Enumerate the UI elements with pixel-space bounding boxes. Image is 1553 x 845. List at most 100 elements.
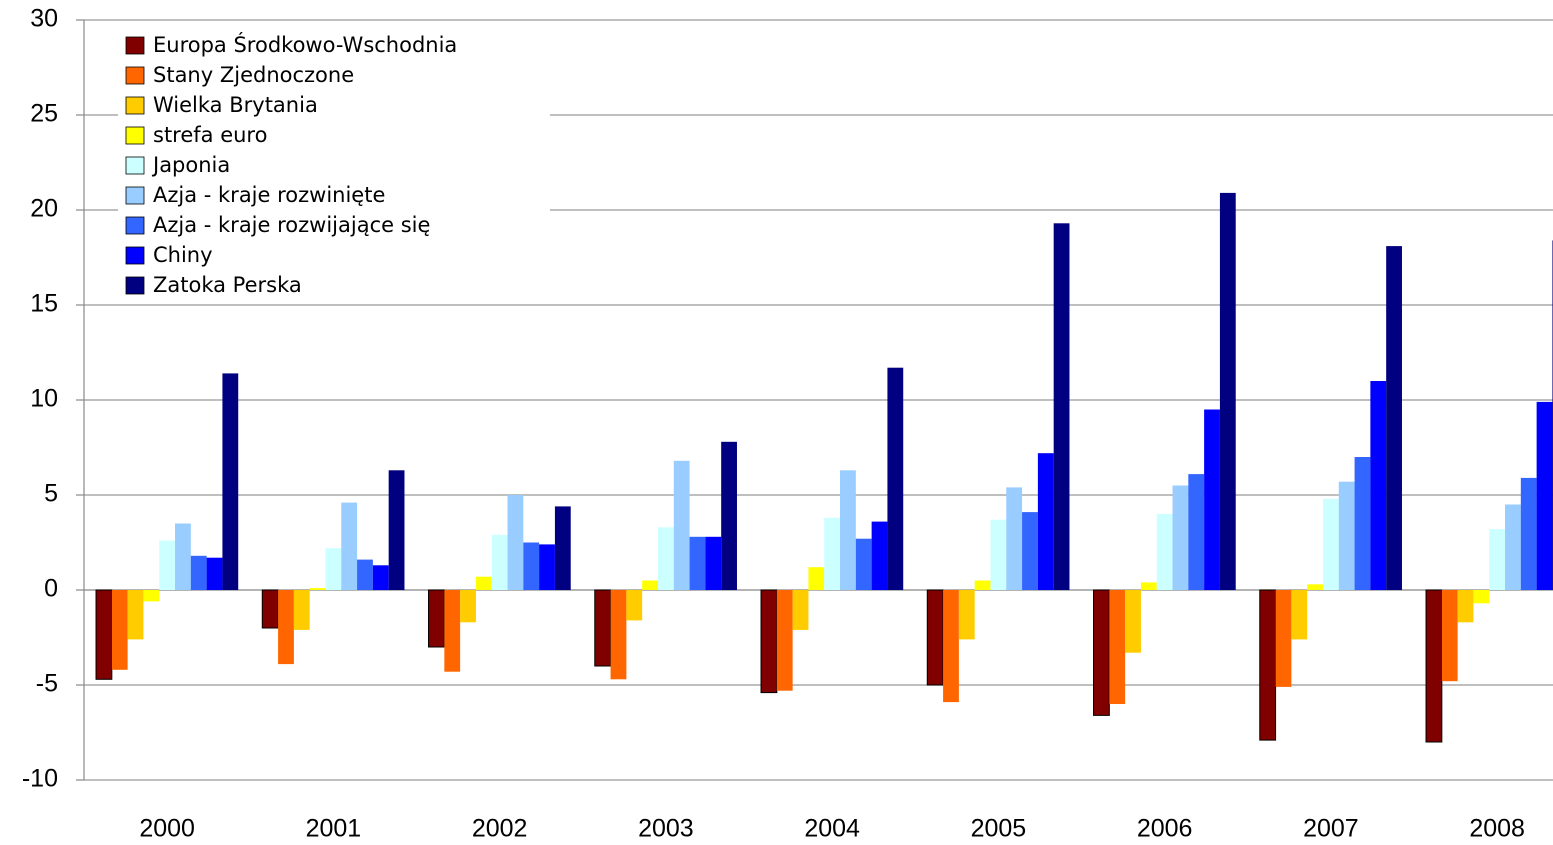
bar <box>507 495 524 590</box>
bar <box>309 588 326 590</box>
bar <box>357 559 373 590</box>
x-tick-label: 2000 <box>139 815 195 843</box>
bar <box>958 590 975 640</box>
y-tick-label: 0 <box>44 575 58 603</box>
bar <box>1219 192 1236 590</box>
bar <box>657 527 674 590</box>
legend-swatch <box>125 126 145 145</box>
bar <box>887 367 904 590</box>
bar <box>974 580 991 590</box>
y-tick-label: 10 <box>30 385 58 413</box>
y-tick-label: 30 <box>30 5 58 33</box>
legend-swatch <box>125 36 145 55</box>
bar <box>1307 584 1323 590</box>
bar <box>475 576 492 590</box>
y-tick-label: 15 <box>30 290 58 318</box>
y-tick-label: -10 <box>22 765 58 793</box>
bar <box>1006 487 1023 590</box>
legend-swatch <box>125 276 145 295</box>
bar <box>1275 590 1292 687</box>
bar <box>1505 504 1521 590</box>
legend-swatch <box>125 96 145 115</box>
legend-label: Japonia <box>151 153 230 177</box>
bar <box>491 534 508 590</box>
bar <box>824 517 841 590</box>
bar <box>1386 246 1402 590</box>
legend-label: Wielka Brytania <box>153 93 318 117</box>
bar <box>1354 457 1371 590</box>
bar <box>444 590 461 672</box>
legend-label: Azja - kraje rozwinięte <box>153 183 385 207</box>
y-tick-label: 5 <box>44 480 58 508</box>
bar <box>1473 590 1490 604</box>
bar <box>293 590 310 630</box>
bar <box>1291 590 1308 640</box>
bar <box>1204 409 1220 590</box>
bar <box>1156 514 1173 590</box>
bar <box>673 460 690 590</box>
bar <box>871 521 888 590</box>
y-tick-label: 20 <box>30 195 58 223</box>
bar <box>1322 498 1339 590</box>
bar <box>943 590 959 703</box>
legend-label: strefa euro <box>153 123 267 147</box>
bar <box>1425 589 1443 743</box>
bar <box>1109 590 1126 704</box>
legend-swatch <box>125 186 145 205</box>
bar <box>261 589 279 629</box>
bar <box>428 589 445 648</box>
bar <box>840 470 856 590</box>
bar <box>278 590 294 665</box>
bar <box>594 589 612 667</box>
bar <box>539 544 555 590</box>
bar <box>95 589 113 680</box>
bar <box>808 567 825 590</box>
bar <box>1441 590 1458 682</box>
bar <box>372 565 389 590</box>
bar <box>127 590 144 640</box>
bar <box>159 540 176 590</box>
bar <box>341 502 358 590</box>
bar <box>175 523 191 590</box>
bar <box>523 542 540 590</box>
bar <box>1125 590 1141 653</box>
bar <box>206 557 223 590</box>
bar <box>642 580 658 590</box>
legend-swatch <box>125 246 145 265</box>
bar <box>721 441 737 590</box>
legend-label: Zatoka Perska <box>153 273 302 297</box>
legend-swatch <box>125 156 145 175</box>
bar <box>1053 223 1070 591</box>
bar <box>610 590 627 680</box>
bar <box>222 373 239 590</box>
legend-swatch <box>125 66 145 85</box>
bar <box>1457 590 1474 623</box>
bar <box>388 470 405 590</box>
x-tick-label: 2004 <box>804 815 860 843</box>
x-tick-label: 2003 <box>638 815 694 843</box>
bar <box>1338 481 1355 590</box>
bar <box>111 590 128 670</box>
bar <box>1093 589 1110 716</box>
bar <box>689 536 706 590</box>
bar <box>460 590 476 623</box>
bar <box>1188 474 1205 590</box>
x-tick-label: 2005 <box>971 815 1027 843</box>
bar <box>626 590 643 621</box>
y-tick-label: -5 <box>36 670 58 698</box>
bar <box>1037 453 1054 590</box>
legend-label: Europa Środkowo-Wschodnia <box>153 32 457 57</box>
bar <box>325 548 342 590</box>
bar <box>143 590 160 602</box>
bar <box>705 536 722 590</box>
bar <box>926 589 944 686</box>
legend-box <box>118 30 550 302</box>
bar <box>1172 485 1189 590</box>
bar <box>990 519 1007 590</box>
x-tick-label: 2007 <box>1303 815 1359 843</box>
bar <box>1489 529 1506 590</box>
x-tick-label: 2001 <box>306 815 362 843</box>
bar <box>1259 589 1277 741</box>
x-tick-label: 2008 <box>1469 815 1525 843</box>
